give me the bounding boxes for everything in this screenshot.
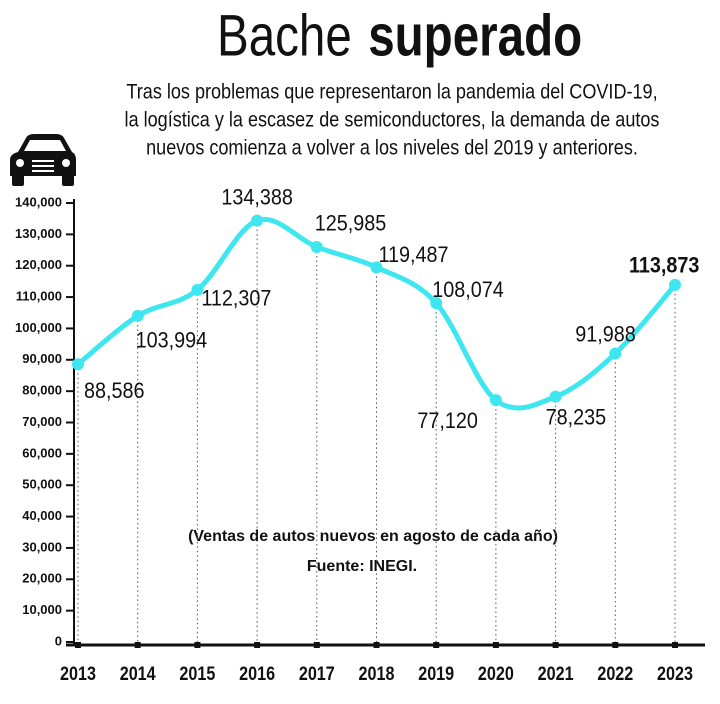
y-tick-label: 90,000: [22, 351, 62, 366]
value-label: 108,074: [432, 278, 504, 302]
x-tick: [194, 642, 201, 648]
y-tick-label: 60,000: [22, 445, 62, 460]
point: [72, 358, 84, 371]
x-tick: [134, 642, 141, 648]
subtitle-line: Tras los problemas que representaron la …: [126, 80, 657, 104]
value-label: 119,487: [379, 243, 449, 267]
value-label: 77,120: [417, 409, 478, 433]
y-tick-label: 140,000: [15, 194, 62, 209]
x-tick-label: 2023: [657, 663, 693, 685]
x-tick-label: 2017: [299, 663, 335, 685]
value-label: 88,586: [84, 379, 145, 403]
point: [370, 261, 383, 274]
subtitle: Tras los problemas que representaron la …: [125, 80, 660, 160]
point: [549, 390, 562, 403]
point: [310, 240, 323, 253]
x-tick-label: 2013: [60, 663, 96, 685]
point: [191, 283, 204, 296]
y-tick-label: 110,000: [16, 289, 62, 304]
point: [430, 297, 443, 310]
y-tick-label: 40,000: [22, 508, 62, 523]
point: [669, 278, 681, 291]
x-tick-label: 2022: [597, 663, 633, 685]
x-tick-label: 2019: [418, 663, 454, 685]
y-tick-label: 30,000: [22, 539, 62, 554]
subtitle-line: la logística y la escasez de semiconduct…: [125, 108, 660, 132]
x-tick-label: 2016: [239, 663, 275, 685]
y-tick-label: 80,000: [22, 383, 62, 398]
y-tick-label: 130,000: [15, 226, 62, 241]
value-label: 103,994: [136, 329, 208, 353]
y-tick-label: 120,000: [15, 257, 62, 272]
value-label: 125,985: [315, 212, 387, 236]
y-tick-label: 20,000: [22, 571, 62, 586]
y-tick-label: 100,000: [15, 320, 62, 335]
title-light: Bache: [217, 4, 352, 69]
x-tick: [552, 642, 559, 648]
title-bold: superado: [368, 4, 582, 69]
annotation: (Ventas de autos nuevos en agosto de cad…: [188, 528, 558, 545]
value-label: 112,307: [201, 287, 271, 311]
point: [251, 214, 264, 227]
x-tick-label: 2015: [179, 663, 215, 685]
x-tick-label: 2014: [120, 663, 156, 685]
x-tick: [75, 642, 81, 648]
y-tick-label: 70,000: [22, 414, 62, 429]
value-label: 113,873: [629, 254, 699, 278]
car-icon: [10, 134, 76, 186]
annotation: Fuente: INEGI.: [307, 558, 417, 575]
value-label: 78,235: [546, 406, 607, 430]
point: [489, 394, 502, 407]
point: [131, 309, 144, 322]
y-tick-label: 0: [55, 633, 62, 648]
value-label: 91,988: [575, 322, 636, 346]
x-tick: [254, 642, 261, 648]
title: Bache superado: [217, 4, 582, 69]
x-tick: [492, 642, 499, 648]
x-tick: [373, 642, 380, 648]
value-label: 134,388: [221, 185, 293, 209]
point: [609, 347, 622, 360]
y-tick-label: 10,000: [22, 602, 62, 617]
x-tick-label: 2020: [478, 663, 514, 685]
x-tick: [612, 642, 619, 648]
y-tick-label: 50,000: [22, 477, 62, 492]
x-tick-label: 2021: [538, 663, 574, 685]
x-tick: [672, 642, 678, 648]
x-tick: [433, 642, 440, 648]
x-tick-label: 2018: [359, 663, 395, 685]
subtitle-line: nuevos comienza a volver a los niveles d…: [146, 136, 638, 160]
x-tick: [313, 642, 320, 648]
